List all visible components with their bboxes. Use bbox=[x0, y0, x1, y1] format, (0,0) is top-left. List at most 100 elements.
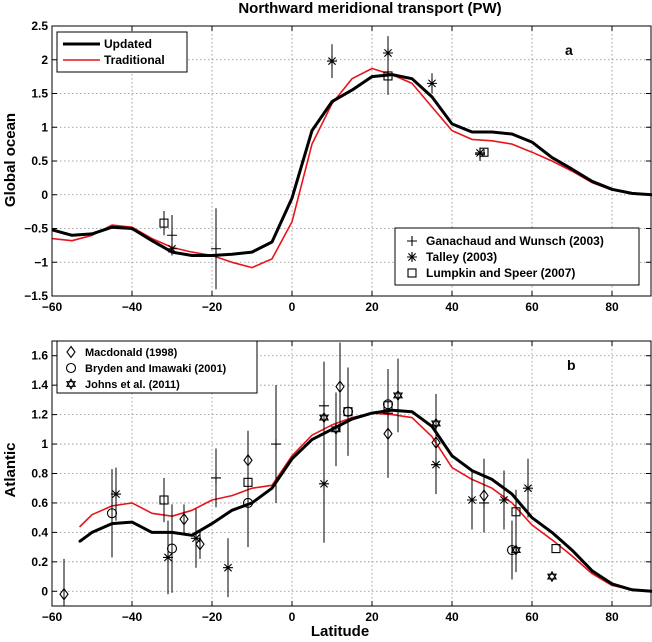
point-lumpkin-and-speer-2007-0 bbox=[159, 495, 169, 505]
point-ganachaud-and-wunsch-2003-0 bbox=[167, 230, 177, 241]
x-tick-label: 80 bbox=[605, 300, 619, 314]
x-tick-label: −40 bbox=[122, 610, 143, 624]
legend-obs-box-b bbox=[56, 340, 258, 394]
point-talley-2003-7 bbox=[499, 495, 509, 505]
series-line-traditional-b bbox=[79, 412, 652, 593]
point-talley-2003-3 bbox=[223, 562, 233, 573]
point-lumpkin-and-speer-2007-3 bbox=[383, 401, 393, 411]
y-tick-label: 2 bbox=[41, 53, 48, 67]
point-macdonald-1998-4 bbox=[335, 380, 345, 394]
legend-bryden-marker bbox=[65, 362, 77, 374]
point-macdonald-1998-1 bbox=[179, 512, 189, 526]
legend-ganachaud-label: Ganachaud and Wunsch (2003) bbox=[426, 234, 604, 248]
legend-updated-label: Updated bbox=[104, 37, 152, 51]
legend-ganachaud-marker-shape bbox=[407, 236, 417, 246]
plot-a bbox=[52, 36, 652, 290]
x-tick-label: 40 bbox=[445, 610, 459, 624]
y-tick-label: 0.2 bbox=[31, 555, 48, 569]
series-line-updated-b bbox=[78, 408, 652, 593]
legend-lines-a: Updated Traditional bbox=[56, 31, 188, 73]
y-tick-label: 0.5 bbox=[31, 154, 48, 168]
legend-bryden-label: Bryden and Imawaki (2001) bbox=[85, 363, 227, 375]
ylabel-global-ocean: Global ocean bbox=[2, 113, 19, 207]
point-ganachaud-and-wunsch-2003-1 bbox=[211, 243, 221, 254]
point-johns-et-al-2011-2 bbox=[392, 389, 404, 402]
point-lumpkin-and-speer-2007-4 bbox=[511, 507, 521, 517]
x-tick-label: 0 bbox=[289, 300, 296, 314]
legend-macdonald-marker-shape bbox=[66, 345, 76, 359]
point-johns-et-al-2011-1 bbox=[330, 423, 342, 436]
y-tick-label: 0.8 bbox=[31, 467, 48, 481]
grid-b bbox=[52, 341, 652, 606]
legend-johns-marker-shape bbox=[65, 378, 77, 390]
y-tick-label: −0.5 bbox=[24, 222, 48, 236]
legend-talley-marker bbox=[407, 252, 417, 262]
point-ganachaud-and-wunsch-2003-4 bbox=[479, 497, 489, 508]
legend-lines-box bbox=[56, 31, 188, 73]
point-lumpkin-and-speer-2007-5 bbox=[551, 544, 561, 554]
y-tick-label: 0.4 bbox=[31, 525, 48, 539]
ticks-a: −60 −40 −20 0 20 40 60 80 −1.5 −1 −0.5 0 0.5 1 1.5 2 2.5 bbox=[24, 19, 651, 314]
point-macdonald-1998-0 bbox=[59, 587, 69, 601]
legend-ganachaud-marker bbox=[407, 236, 417, 246]
legend-macdonald-marker bbox=[66, 345, 76, 359]
x-tick-label: −40 bbox=[122, 300, 143, 314]
x-tick-label: −20 bbox=[202, 300, 223, 314]
y-tick-label: 0.6 bbox=[31, 496, 48, 510]
point-macdonald-1998-2 bbox=[195, 537, 205, 551]
y-tick-label: 1.6 bbox=[31, 349, 48, 363]
x-tick-label: −60 bbox=[42, 300, 63, 314]
y-tick-label: 1.4 bbox=[31, 378, 48, 392]
point-talley-2003-6 bbox=[467, 495, 477, 505]
y-tick-label: 1 bbox=[41, 120, 48, 134]
point-talley-2003-0 bbox=[111, 489, 121, 500]
y-tick-label: 1.5 bbox=[31, 87, 48, 101]
point-lumpkin-and-speer-2007-1 bbox=[243, 477, 253, 487]
x-tick-label: −20 bbox=[202, 610, 223, 624]
point-talley-2003-1 bbox=[327, 56, 337, 67]
figure-title: Northward meridional transport (PW) bbox=[238, 0, 501, 17]
legend-johns-label: Johns et al. (2011) bbox=[85, 379, 180, 391]
legend-johns-marker bbox=[65, 378, 77, 390]
axes-frame-a bbox=[51, 25, 652, 297]
point-ganachaud-and-wunsch-2003-2 bbox=[319, 400, 329, 411]
x-tick-label: −60 bbox=[42, 610, 63, 624]
point-talley-2003-2 bbox=[383, 48, 393, 58]
point-talley-2003-4 bbox=[319, 478, 329, 489]
point-johns-et-al-2011-3 bbox=[430, 417, 442, 430]
point-lumpkin-and-speer-2007-0 bbox=[159, 218, 169, 228]
legend-obs-b: Macdonald (1998) Bryden and Imawaki (200… bbox=[56, 340, 258, 394]
x-tick-label: 0 bbox=[289, 610, 296, 624]
plot-b bbox=[59, 342, 652, 606]
legend-macdonald-label: Macdonald (1998) bbox=[85, 347, 178, 359]
x-tick-label: 80 bbox=[605, 610, 619, 624]
legend-talley-marker-shape bbox=[407, 252, 417, 262]
panel-global-ocean: −60 −40 −20 0 20 40 60 80 −1.5 −1 −0.5 0 0.5 1 1.5 2 2.5… bbox=[2, 19, 652, 314]
y-tick-label: 2.5 bbox=[31, 19, 48, 33]
panel-atlantic: −60 −40 −20 0 20 40 60 80 0 0.2 0.4 0.6 0.8 1 1.2 1.4 1.… bbox=[2, 340, 652, 624]
point-ganachaud-and-wunsch-2003-0 bbox=[211, 472, 221, 483]
y-tick-label: −1.5 bbox=[24, 289, 48, 303]
y-tick-label: 1.2 bbox=[31, 408, 48, 422]
point-talley-2003-8 bbox=[523, 483, 533, 494]
series-line-traditional-a bbox=[52, 67, 652, 269]
x-tick-label: 20 bbox=[365, 610, 379, 624]
y-tick-label: 0 bbox=[41, 188, 48, 202]
legend-lumpkin-marker-shape bbox=[407, 268, 417, 278]
panel-label-b: b bbox=[567, 357, 576, 373]
y-tick-label: 0 bbox=[41, 584, 48, 598]
point-talley-2003-0 bbox=[167, 243, 177, 254]
point-talley-2003-3 bbox=[427, 78, 437, 89]
axes-frame-b bbox=[51, 340, 652, 607]
legend-traditional-label: Traditional bbox=[104, 53, 165, 67]
point-ganachaud-and-wunsch-2003-1 bbox=[271, 439, 281, 450]
x-tick-label: 60 bbox=[525, 610, 539, 624]
x-tick-label: 60 bbox=[525, 300, 539, 314]
xlabel-latitude: Latitude bbox=[311, 623, 369, 640]
y-tick-label: 1 bbox=[41, 437, 48, 451]
legend-talley-label: Talley (2003) bbox=[426, 250, 497, 264]
legend-lumpkin-label: Lumpkin and Speer (2007) bbox=[426, 266, 575, 280]
legend-bryden-marker-shape bbox=[65, 362, 77, 374]
point-lumpkin-and-speer-2007-2 bbox=[343, 407, 353, 417]
point-talley-2003-1 bbox=[163, 552, 173, 563]
